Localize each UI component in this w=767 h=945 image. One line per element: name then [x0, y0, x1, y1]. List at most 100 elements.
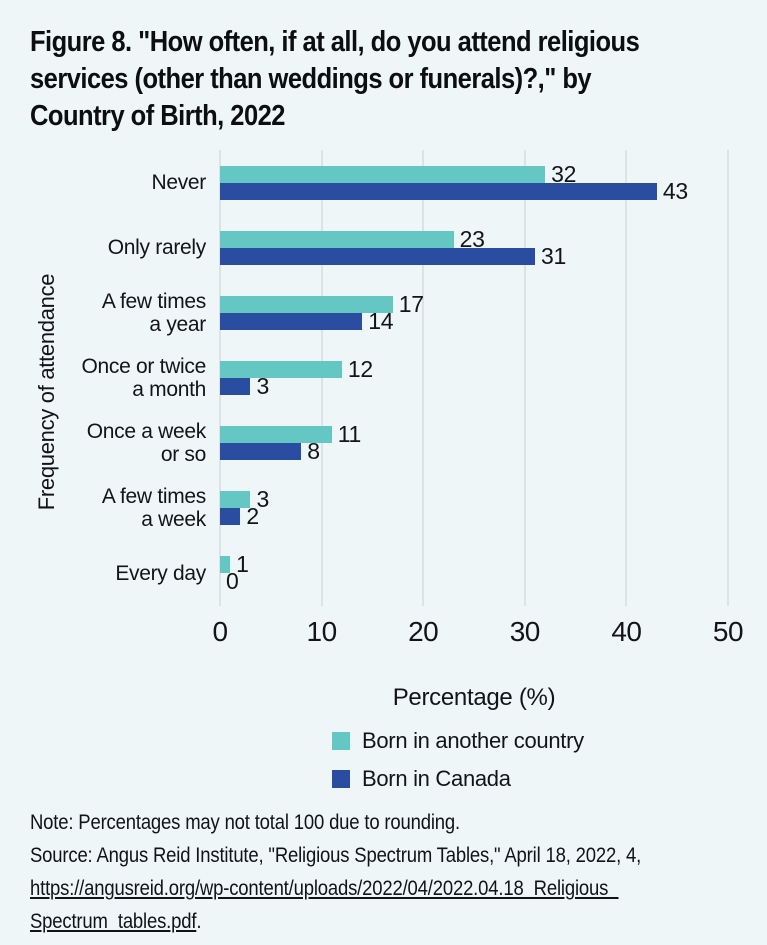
bar-value-label: 14: [368, 307, 394, 334]
category-label-line: A few times: [101, 485, 206, 509]
bar-value-label: 23: [459, 225, 485, 252]
category-label: Never: [20, 150, 206, 215]
x-tick-label: 10: [306, 616, 338, 647]
category-label: Once a week or so: [20, 411, 207, 476]
bar-line: 14: [220, 307, 728, 334]
bar-value-label: 32: [551, 160, 577, 187]
category-label-line: a week: [141, 508, 206, 532]
legend-label: Born in Canada: [362, 766, 511, 791]
gridline: [523, 150, 526, 606]
bar-another-country: [220, 491, 251, 509]
category-label-line: Once or twice: [81, 354, 207, 378]
footnote: Note: Percentages may not total 100 due …: [30, 806, 641, 938]
source-period: .: [196, 909, 202, 933]
bar-line: 2: [220, 503, 728, 530]
bar-another-country: [220, 295, 393, 313]
bar-line: 11: [220, 421, 728, 448]
gridline: [320, 150, 323, 606]
bar-value-label: 31: [540, 242, 566, 269]
bar-value-label: 3: [256, 486, 269, 513]
bar-row: 23 31: [220, 215, 728, 280]
x-axis-ticks: 0 10 20 30 40 50: [212, 616, 743, 650]
bar-line: 1: [220, 551, 728, 578]
bar-value-label: 17: [398, 290, 424, 317]
bar-value-label: 2: [246, 503, 259, 530]
source-link[interactable]: Spectrum_tables.pdf: [30, 909, 197, 933]
bar-canada: [220, 312, 363, 330]
bar-line: 12: [220, 355, 728, 382]
bar-canada: [220, 377, 251, 395]
x-axis-label: Percentage (%): [392, 684, 556, 711]
category-label-line: Once a week: [86, 420, 207, 444]
source-link[interactable]: https://angusreid.org/wp-content/uploads…: [30, 876, 619, 900]
bar-value-label: 11: [337, 421, 362, 448]
bar-value-label: 8: [307, 438, 320, 465]
plot-area: 32 43 23 31 17 14 12 3 11 8 3 2 1 0: [219, 150, 729, 606]
bar-line: 43: [220, 177, 728, 204]
bar-line: 3: [220, 486, 728, 513]
bar-line: 0: [220, 568, 728, 595]
figure-title-line: Figure 8. "How often, if at all, do you …: [30, 26, 640, 58]
category-label: Once or twice a month: [20, 345, 207, 410]
category-label-line: a year: [149, 312, 206, 336]
figure-title-line: Country of Birth, 2022: [30, 100, 285, 132]
category-label-line: A few times: [101, 289, 206, 313]
source-link-line2-row: Spectrum_tables.pdf.: [30, 905, 641, 938]
bar-another-country: [220, 165, 546, 183]
note-text: Note: Percentages may not total 100 due …: [30, 810, 460, 834]
gridline: [625, 150, 628, 606]
bar-line: 17: [220, 290, 728, 317]
bar-value-label: 12: [347, 355, 373, 382]
category-label-line: a month: [132, 377, 206, 401]
bar-value-label: 1: [236, 551, 249, 578]
bar-another-country: [220, 230, 454, 248]
category-labels: Never Only rarely A few times a year Once or…: [20, 150, 207, 606]
bar-row: 32 43: [220, 150, 728, 215]
bar-row: 12 3: [220, 345, 728, 410]
figure-title-line: services (other than weddings or funeral…: [30, 63, 592, 95]
source-text: Source: Angus Reid Institute, "Religious…: [30, 843, 642, 867]
category-label-line: Only rarely: [107, 236, 207, 260]
bar-value-label: 0: [226, 568, 239, 595]
x-tick-label: 30: [509, 616, 541, 647]
bar-another-country: [220, 556, 231, 574]
category-label: Only rarely: [20, 215, 207, 280]
bar-row: 11 8: [220, 411, 728, 476]
legend-label: Born in another country: [362, 728, 584, 753]
bar-canada: [220, 443, 302, 461]
x-tick-label: 50: [712, 616, 744, 647]
legend-item: Born in Canada: [332, 760, 584, 798]
category-label-line: Every day: [115, 561, 206, 585]
category-label-line: or so: [160, 443, 206, 467]
bar-line: 31: [220, 242, 728, 269]
legend-swatch: [332, 732, 350, 750]
bar-another-country: [220, 360, 342, 378]
figure-title: Figure 8. "How often, if at all, do you …: [30, 24, 640, 135]
legend-swatch: [332, 770, 350, 788]
bar-another-country: [220, 426, 332, 444]
bar-canada: [220, 182, 657, 200]
legend: Born in another country Born in Canada: [332, 722, 584, 798]
category-label-line: Never: [151, 171, 206, 195]
category-label: Every day: [20, 541, 206, 606]
bar-canada: [220, 508, 241, 526]
gridline: [422, 150, 425, 606]
bar-canada: [220, 247, 535, 265]
x-tick-label: 0: [212, 616, 228, 647]
bar-line: 3: [220, 372, 728, 399]
bar-row: 17 14: [220, 280, 728, 345]
bar-line: 32: [220, 160, 728, 187]
source-link-line1-row: https://angusreid.org/wp-content/uploads…: [30, 872, 641, 905]
gridline: [727, 150, 729, 606]
x-tick-label: 40: [611, 616, 642, 647]
bar-line: 8: [220, 438, 728, 465]
category-label: A few times a year: [20, 280, 206, 345]
x-tick-label: 20: [408, 616, 439, 647]
legend-item: Born in another country: [332, 722, 584, 760]
category-label: A few times a week: [20, 476, 206, 541]
bar-value-label: 43: [662, 177, 688, 204]
bar-value-label: 3: [256, 372, 269, 399]
